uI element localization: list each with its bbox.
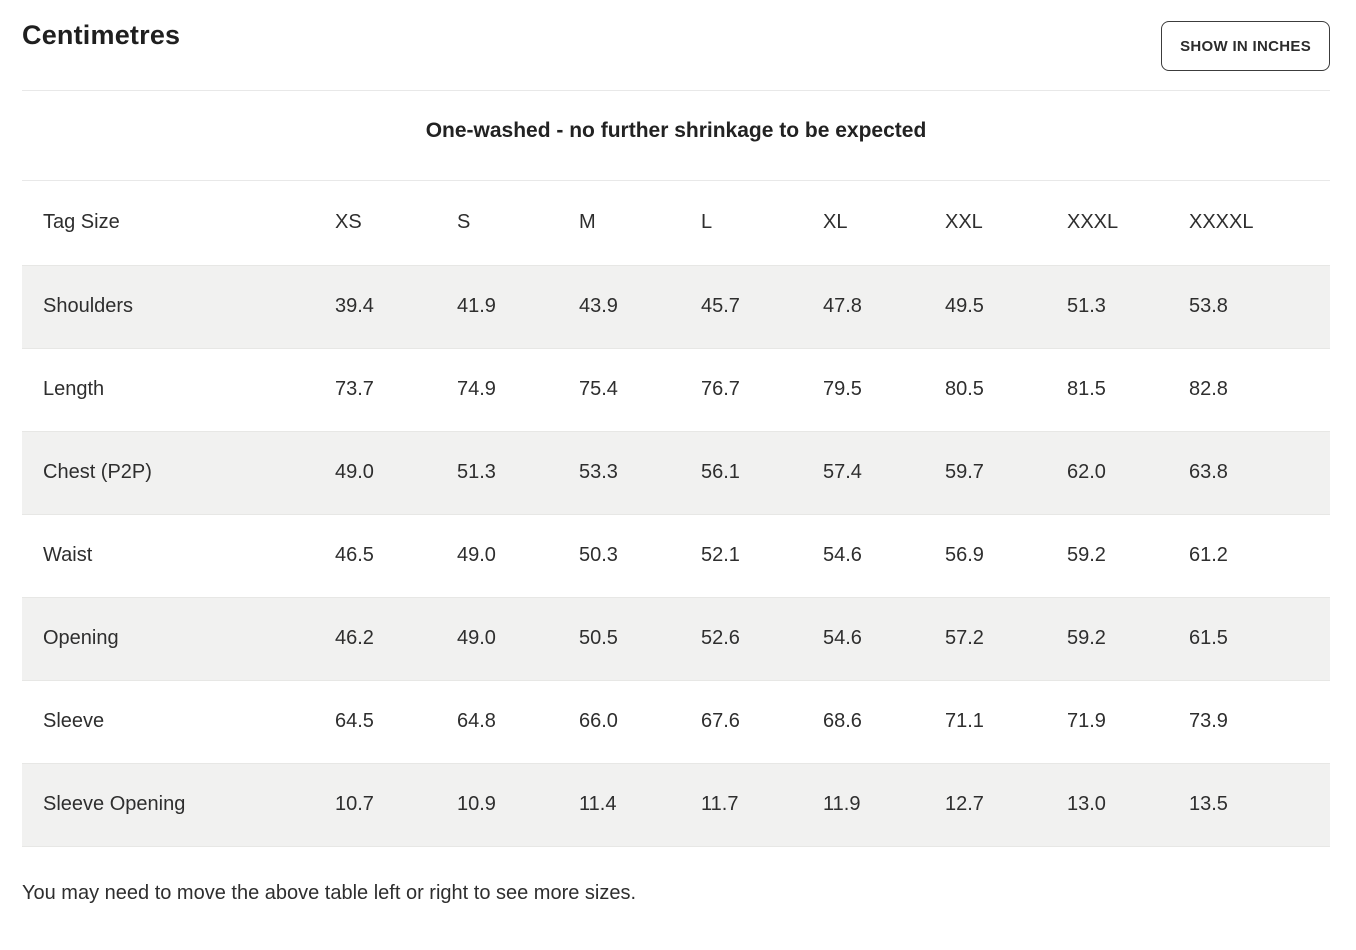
cell: 63.8 xyxy=(1189,430,1330,515)
header-divider xyxy=(22,90,1330,91)
size-table-scroll-area[interactable]: Tag Size XS S M L XL XXL XXXL XXXXL Shou… xyxy=(22,181,1330,847)
cell: 61.2 xyxy=(1189,544,1228,566)
row-label: Opening xyxy=(22,596,335,681)
cell: 82.8 xyxy=(1189,378,1228,400)
header-bar: Centimetres SHOW IN INCHES xyxy=(22,0,1330,90)
cell: 79.5 xyxy=(823,378,862,400)
cell: 74.9 xyxy=(457,378,496,400)
scroll-hint-note: You may need to move the above table lef… xyxy=(22,881,637,904)
column-header-tag-size: Tag Size xyxy=(43,211,120,234)
size-table: Tag Size XS S M L XL XXL XXXL XXXXL Shou… xyxy=(22,181,1330,847)
table-row-sleeve-opening: Sleeve Opening 10.7 10.9 11.4 11.7 11.9 … xyxy=(22,762,1330,847)
cell: 67.6 xyxy=(701,710,740,732)
cell: 61.5 xyxy=(1189,596,1330,681)
cell: 10.7 xyxy=(335,762,457,847)
wash-note: One-washed - no further shrinkage to be … xyxy=(425,119,927,142)
column-header-xs: XS xyxy=(335,211,362,234)
cell: 10.9 xyxy=(457,762,579,847)
cell: 80.5 xyxy=(945,378,984,400)
column-header-xxxl: XXXL xyxy=(1067,211,1119,234)
column-header-xxxxl: XXXXL xyxy=(1189,211,1254,234)
cell: 43.9 xyxy=(579,264,701,349)
cell: 68.6 xyxy=(823,710,862,732)
cell: 47.8 xyxy=(823,264,945,349)
table-row-waist: Waist 46.5 49.0 50.3 52.1 54.6 56.9 59.2… xyxy=(22,514,1330,597)
cell: 64.8 xyxy=(457,710,496,732)
column-header-l: L xyxy=(701,211,713,234)
column-header-xxl: XXL xyxy=(945,211,983,234)
row-label: Sleeve xyxy=(43,710,105,732)
cell: 41.9 xyxy=(457,264,579,349)
cell: 54.6 xyxy=(823,596,945,681)
page-title: Centimetres xyxy=(22,20,181,50)
cell: 46.2 xyxy=(335,596,457,681)
row-label: Length xyxy=(43,378,105,400)
column-header-m: M xyxy=(579,211,596,234)
cell: 54.6 xyxy=(823,544,862,566)
cell: 50.3 xyxy=(579,544,618,566)
column-header-s: S xyxy=(457,211,471,234)
cell: 59.2 xyxy=(1067,596,1189,681)
cell: 45.7 xyxy=(701,264,823,349)
cell: 71.9 xyxy=(1067,710,1106,732)
row-label: Waist xyxy=(43,544,93,566)
cell: 52.1 xyxy=(701,544,740,566)
cell: 73.9 xyxy=(1189,710,1228,732)
table-row-length: Length 73.7 74.9 75.4 76.7 79.5 80.5 81.… xyxy=(22,348,1330,431)
cell: 53.8 xyxy=(1189,264,1330,349)
cell: 59.2 xyxy=(1067,544,1106,566)
column-header-xl: XL xyxy=(823,211,848,234)
table-row-opening: Opening 46.2 49.0 50.5 52.6 54.6 57.2 59… xyxy=(22,596,1330,681)
cell: 53.3 xyxy=(579,430,701,515)
cell: 13.5 xyxy=(1189,762,1330,847)
cell: 39.4 xyxy=(335,264,457,349)
cell: 46.5 xyxy=(335,544,374,566)
row-label: Shoulders xyxy=(22,264,335,349)
cell: 12.7 xyxy=(945,762,1067,847)
cell: 66.0 xyxy=(579,710,618,732)
cell: 81.5 xyxy=(1067,378,1106,400)
cell: 59.7 xyxy=(945,430,1067,515)
cell: 11.7 xyxy=(701,762,823,847)
table-row-chest: Chest (P2P) 49.0 51.3 53.3 56.1 57.4 59.… xyxy=(22,430,1330,515)
cell: 50.5 xyxy=(579,596,701,681)
row-label: Chest (P2P) xyxy=(22,430,335,515)
cell: 13.0 xyxy=(1067,762,1189,847)
cell: 76.7 xyxy=(701,378,740,400)
show-in-inches-button[interactable]: SHOW IN INCHES xyxy=(1161,21,1330,71)
cell: 49.0 xyxy=(335,430,457,515)
cell: 71.1 xyxy=(945,710,984,732)
cell: 57.2 xyxy=(945,596,1067,681)
table-row-sleeve: Sleeve 64.5 64.8 66.0 67.6 68.6 71.1 71.… xyxy=(22,680,1330,763)
table-row-shoulders: Shoulders 39.4 41.9 43.9 45.7 47.8 49.5 … xyxy=(22,264,1330,349)
row-label: Sleeve Opening xyxy=(22,762,335,847)
cell: 56.1 xyxy=(701,430,823,515)
cell: 52.6 xyxy=(701,596,823,681)
cell: 49.0 xyxy=(457,544,496,566)
cell: 64.5 xyxy=(335,710,374,732)
cell: 75.4 xyxy=(579,378,618,400)
cell: 56.9 xyxy=(945,544,984,566)
cell: 11.4 xyxy=(579,762,701,847)
subtitle-divider xyxy=(22,180,1330,181)
cell: 57.4 xyxy=(823,430,945,515)
cell: 51.3 xyxy=(1067,264,1189,349)
cell: 11.9 xyxy=(823,762,945,847)
cell: 62.0 xyxy=(1067,430,1189,515)
cell: 49.5 xyxy=(945,264,1067,349)
cell: 51.3 xyxy=(457,430,579,515)
cell: 49.0 xyxy=(457,596,579,681)
cell: 73.7 xyxy=(335,378,374,400)
table-header-row: Tag Size XS S M L XL XXL XXXL XXXXL xyxy=(22,181,1330,265)
